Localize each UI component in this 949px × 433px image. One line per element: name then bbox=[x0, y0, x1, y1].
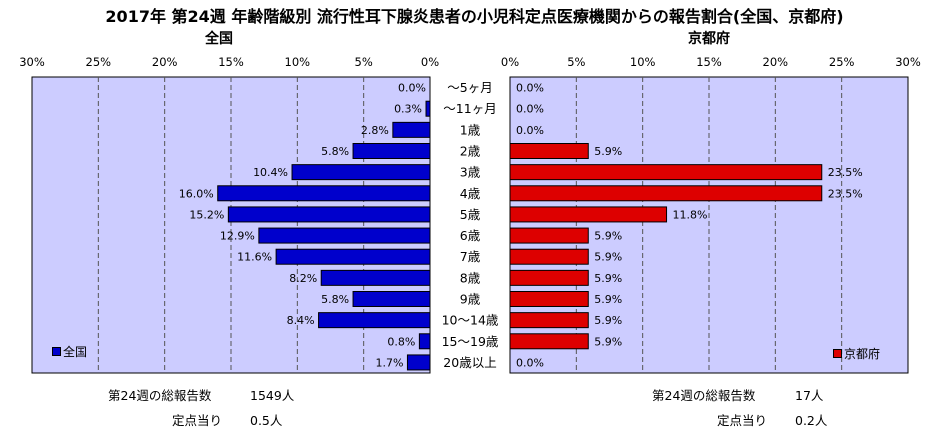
kyoto-total-value: 17人 bbox=[795, 388, 824, 403]
national-x-tick-label: 25% bbox=[86, 55, 112, 69]
kyoto-legend-label: 京都府 bbox=[844, 347, 881, 361]
national-value-label: 15.2% bbox=[189, 208, 224, 221]
national-x-tick-label: 5% bbox=[355, 55, 373, 69]
kyoto-value-label: 0.0% bbox=[516, 356, 544, 369]
national-value-label: 0.3% bbox=[394, 103, 422, 116]
national-subtitle: 全国 bbox=[205, 31, 233, 47]
kyoto-total-label: 第24週の総報告数 bbox=[652, 388, 756, 403]
kyoto-bar bbox=[509, 248, 589, 265]
national-bar bbox=[352, 291, 431, 307]
kyoto-x-tick-label: 5% bbox=[567, 55, 585, 69]
category-label: 5歳 bbox=[460, 207, 481, 222]
category-label: 3歳 bbox=[460, 165, 481, 180]
kyoto-value-label: 0.0% bbox=[516, 103, 544, 116]
kyoto-value-label: 5.9% bbox=[594, 145, 622, 158]
national-total-label: 第24週の総報告数 bbox=[108, 388, 212, 403]
kyoto-value-label: 0.0% bbox=[516, 124, 544, 137]
category-label: 6歳 bbox=[460, 228, 481, 243]
national-value-label: 1.7% bbox=[375, 356, 403, 369]
national-value-label: 5.8% bbox=[321, 145, 349, 158]
kyoto-value-label: 5.9% bbox=[594, 230, 622, 243]
national-legend-label: 全国 bbox=[63, 345, 88, 359]
kyoto-x-tick-label: 20% bbox=[763, 55, 789, 69]
category-label: 15～19歳 bbox=[442, 334, 499, 349]
kyoto-value-label: 11.8% bbox=[673, 208, 708, 221]
category-label: 8歳 bbox=[460, 270, 481, 285]
national-value-label: 2.8% bbox=[361, 124, 389, 137]
category-label: 1歳 bbox=[460, 122, 481, 137]
national-bar bbox=[425, 100, 431, 117]
category-label: ～11ヶ月 bbox=[443, 101, 496, 116]
category-label: ～5ヶ月 bbox=[447, 80, 492, 95]
kyoto-x-tick-label: 10% bbox=[630, 55, 656, 69]
kyoto-bar bbox=[509, 164, 823, 181]
national-x-tick-label: 10% bbox=[285, 55, 311, 69]
national-bar bbox=[227, 206, 431, 223]
national-value-label: 11.6% bbox=[237, 251, 272, 264]
national-bar bbox=[352, 143, 431, 159]
category-label: 2歳 bbox=[460, 144, 481, 159]
category-label: 4歳 bbox=[460, 186, 481, 201]
kyoto-per-site-label: 定点当り bbox=[717, 413, 768, 428]
kyoto-x-tick-label: 25% bbox=[829, 55, 855, 69]
national-value-label: 0.0% bbox=[398, 82, 426, 95]
national-bar bbox=[392, 121, 431, 138]
national-value-label: 8.4% bbox=[287, 314, 315, 327]
kyoto-bar bbox=[509, 206, 668, 223]
national-value-label: 8.2% bbox=[289, 272, 317, 285]
kyoto-value-label: 5.9% bbox=[594, 314, 622, 327]
national-bar bbox=[275, 248, 431, 265]
kyoto-bar bbox=[509, 143, 589, 159]
national-bar bbox=[217, 185, 431, 202]
national-value-label: 10.4% bbox=[253, 166, 288, 179]
national-legend: 全国 bbox=[52, 343, 87, 360]
kyoto-legend-swatch bbox=[833, 349, 842, 358]
kyoto-x-tick-label: 0% bbox=[501, 55, 519, 69]
kyoto-value-label: 5.9% bbox=[594, 272, 622, 285]
category-label: 20歳以上 bbox=[443, 355, 496, 370]
kyoto-legend: 京都府 bbox=[833, 345, 880, 362]
category-label: 10～14歳 bbox=[442, 313, 499, 328]
national-x-tick-label: 15% bbox=[218, 55, 244, 69]
national-bar bbox=[318, 312, 431, 329]
kyoto-bar bbox=[509, 312, 589, 329]
national-x-tick-label: 20% bbox=[152, 55, 178, 69]
kyoto-value-label: 5.9% bbox=[594, 335, 622, 348]
national-value-label: 16.0% bbox=[179, 187, 214, 200]
kyoto-value-label: 5.9% bbox=[594, 293, 622, 306]
national-legend-swatch bbox=[52, 347, 61, 356]
kyoto-bar bbox=[509, 185, 823, 202]
national-total-value: 1549人 bbox=[250, 388, 295, 403]
national-x-tick-label: 0% bbox=[421, 55, 439, 69]
kyoto-value-label: 23.5% bbox=[828, 166, 863, 179]
kyoto-x-tick-label: 15% bbox=[696, 55, 722, 69]
category-label: 7歳 bbox=[460, 249, 481, 264]
kyoto-bar bbox=[509, 227, 589, 244]
kyoto-value-label: 0.0% bbox=[516, 82, 544, 95]
kyoto-bar bbox=[509, 291, 589, 307]
kyoto-value-label: 5.9% bbox=[594, 251, 622, 264]
category-label: 9歳 bbox=[460, 292, 481, 307]
national-bar bbox=[258, 227, 431, 244]
kyoto-bar bbox=[509, 333, 589, 350]
national-x-tick-label: 30% bbox=[19, 55, 45, 69]
national-bar bbox=[418, 333, 431, 350]
kyoto-per-site-value: 0.2人 bbox=[795, 413, 828, 428]
kyoto-bar bbox=[509, 269, 589, 286]
national-bar bbox=[320, 269, 431, 286]
chart-title: 2017年 第24週 年齢階級別 流行性耳下腺炎患者の小児科定点医療機関からの報… bbox=[105, 7, 844, 26]
kyoto-x-tick-label: 30% bbox=[895, 55, 921, 69]
national-per-site-value: 0.5人 bbox=[250, 413, 283, 428]
kyoto-subtitle: 京都府 bbox=[688, 31, 730, 47]
national-value-label: 5.8% bbox=[321, 293, 349, 306]
national-value-label: 0.8% bbox=[387, 335, 415, 348]
national-bar bbox=[406, 354, 431, 371]
national-bar bbox=[291, 164, 431, 181]
kyoto-value-label: 23.5% bbox=[828, 187, 863, 200]
national-value-label: 12.9% bbox=[220, 230, 255, 243]
national-per-site-label: 定点当り bbox=[172, 413, 223, 428]
